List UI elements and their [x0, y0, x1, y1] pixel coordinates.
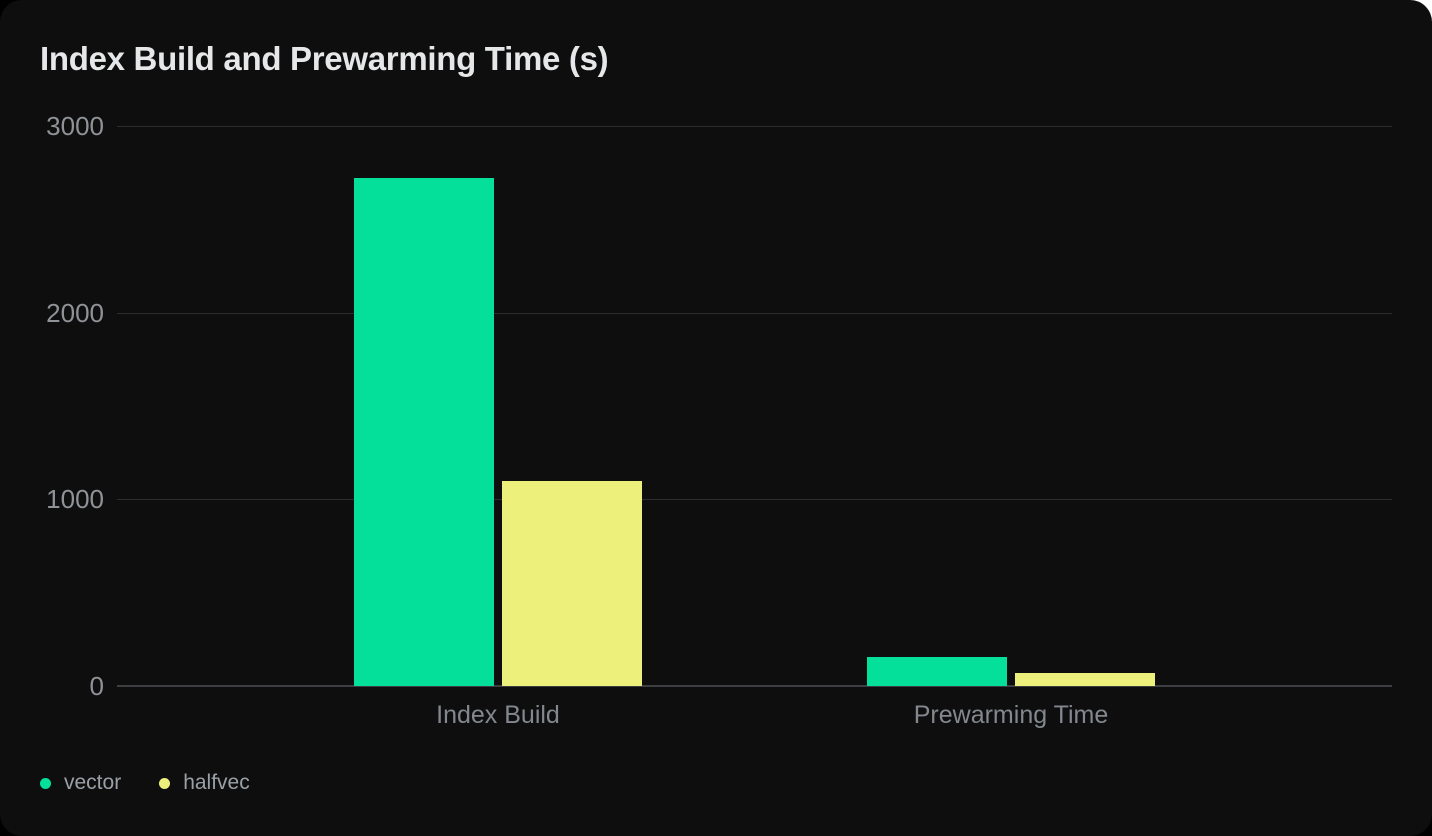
gridline [117, 312, 1392, 314]
legend-dot-halfvec [159, 777, 171, 789]
gridline [117, 126, 1392, 127]
legend-dot-vector [40, 777, 51, 789]
y-axis-tick-label: 2000 [46, 297, 104, 328]
legend-label: vector [64, 771, 122, 794]
gridline [117, 499, 1392, 501]
x-axis-category-label: Prewarming Time [913, 701, 1109, 729]
y-axis-tick-label: 3000 [46, 111, 104, 141]
x-axis-category-label: Index Build [436, 701, 560, 729]
bar-vector-prewarming-time[interactable] [867, 657, 1007, 686]
chart-title: Index Build and Prewarming Time (s) [40, 40, 609, 77]
y-axis-tick-label: 1000 [46, 484, 104, 515]
bar-halfvec-index-build[interactable] [502, 480, 642, 686]
bar-halfvec-prewarming-time[interactable] [1015, 672, 1155, 686]
legend: vector halfvec [40, 770, 250, 796]
legend-item-vector[interactable]: vector [40, 770, 121, 796]
y-axis-tick-label: 0 [89, 671, 104, 701]
legend-item-halfvec[interactable]: halfvec [159, 770, 250, 796]
x-axis-line [117, 685, 1392, 687]
bar-vector-index-build[interactable] [354, 178, 494, 686]
legend-label: halfvec [183, 771, 250, 794]
